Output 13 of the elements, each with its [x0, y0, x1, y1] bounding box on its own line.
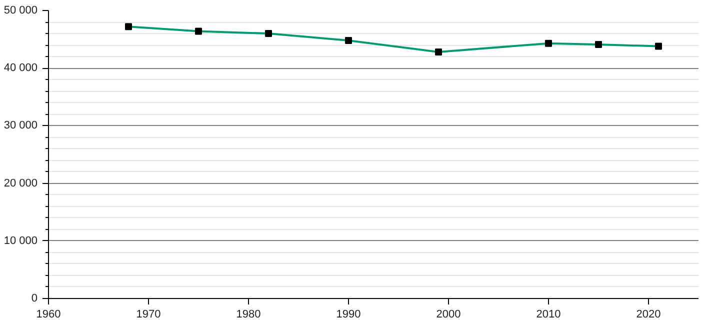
y-tick-label: 20 000 — [4, 177, 38, 190]
y-tick-label: 0 — [31, 292, 38, 304]
x-tick-label: 2000 — [436, 308, 461, 320]
x-tick-label: 1990 — [336, 308, 361, 320]
x-tick-label: 1960 — [36, 308, 61, 320]
x-tick-label: 2010 — [536, 308, 561, 320]
x-tick-label: 1980 — [236, 308, 261, 320]
x-tick-label: 1970 — [136, 308, 161, 320]
y-tick-label: 40 000 — [4, 62, 38, 74]
y-tick-label: 10 000 — [4, 234, 38, 247]
y-tick-label: 30 000 — [4, 120, 38, 132]
x-tick-label: 2020 — [636, 308, 661, 320]
y-tick-label: 50 000 — [4, 4, 38, 16]
